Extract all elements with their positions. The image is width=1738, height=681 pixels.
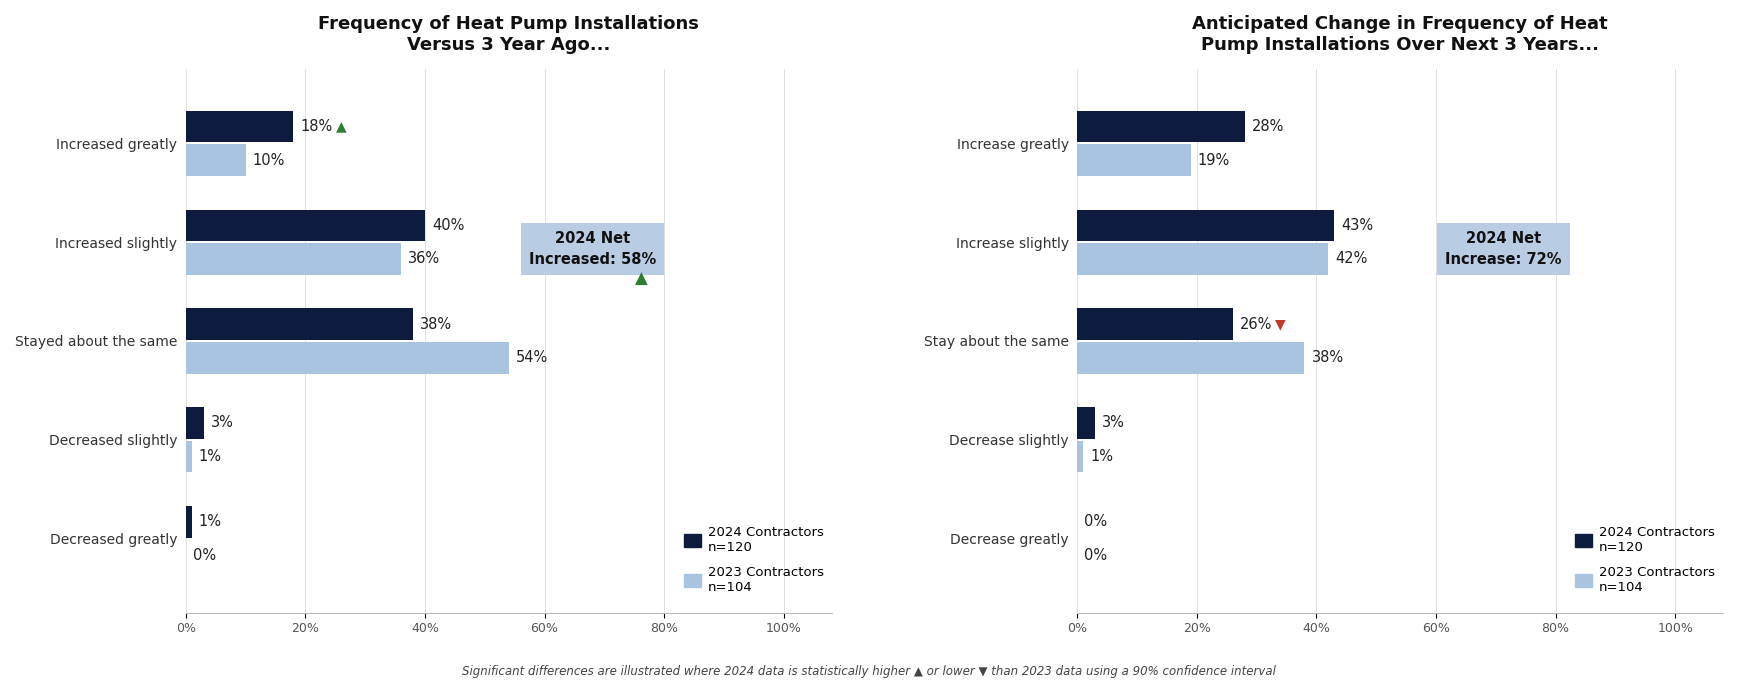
Text: 54%: 54% [516, 350, 547, 365]
Bar [186, 210, 424, 241]
Text: 38%: 38% [1312, 350, 1343, 365]
Bar [1078, 407, 1095, 439]
Text: 0%: 0% [1085, 514, 1107, 529]
Bar [1078, 308, 1232, 340]
Text: 18%: 18% [301, 119, 332, 134]
Text: ▲: ▲ [634, 270, 648, 287]
Legend: 2024 Contractors
n=120, 2023 Contractors
n=104: 2024 Contractors n=120, 2023 Contractors… [1569, 521, 1721, 599]
Text: 40%: 40% [433, 218, 464, 233]
Text: 0%: 0% [193, 548, 216, 563]
Text: 3%: 3% [210, 415, 233, 430]
Text: 36%: 36% [408, 251, 440, 266]
Title: Anticipated Change in Frequency of Heat
Pump Installations Over Next 3 Years...: Anticipated Change in Frequency of Heat … [1192, 15, 1608, 54]
Bar [186, 506, 191, 537]
Bar [1078, 210, 1335, 241]
Text: 42%: 42% [1335, 251, 1368, 266]
Text: ▼: ▼ [1276, 317, 1286, 331]
Bar [186, 441, 191, 473]
Bar [186, 407, 203, 439]
Text: 10%: 10% [252, 153, 285, 168]
Bar [186, 111, 294, 142]
Bar [1078, 144, 1191, 176]
Text: 26%: 26% [1239, 317, 1272, 332]
Bar [1078, 441, 1083, 473]
Text: 1%: 1% [198, 514, 222, 529]
Title: Frequency of Heat Pump Installations
Versus 3 Year Ago...: Frequency of Heat Pump Installations Ver… [318, 15, 699, 54]
Text: ▲: ▲ [335, 120, 346, 133]
Bar [186, 144, 245, 176]
Text: 43%: 43% [1342, 218, 1373, 233]
Text: 2024 Net
Increase: 72%: 2024 Net Increase: 72% [1444, 231, 1562, 266]
Text: 0%: 0% [1085, 548, 1107, 563]
Text: 2024 Net
Increased: 58%: 2024 Net Increased: 58% [528, 231, 657, 266]
Text: 3%: 3% [1102, 415, 1124, 430]
Text: 19%: 19% [1197, 153, 1231, 168]
Text: Significant differences are illustrated where 2024 data is statistically higher : Significant differences are illustrated … [462, 665, 1276, 678]
Text: 38%: 38% [421, 317, 452, 332]
Text: 1%: 1% [1090, 449, 1114, 464]
Bar [186, 243, 401, 274]
Bar [1078, 111, 1244, 142]
Text: 1%: 1% [198, 449, 222, 464]
Bar [186, 308, 414, 340]
Bar [1078, 243, 1328, 274]
Bar [1078, 342, 1304, 374]
Legend: 2024 Contractors
n=120, 2023 Contractors
n=104: 2024 Contractors n=120, 2023 Contractors… [678, 521, 829, 599]
Text: 28%: 28% [1251, 119, 1284, 134]
Bar [186, 342, 509, 374]
